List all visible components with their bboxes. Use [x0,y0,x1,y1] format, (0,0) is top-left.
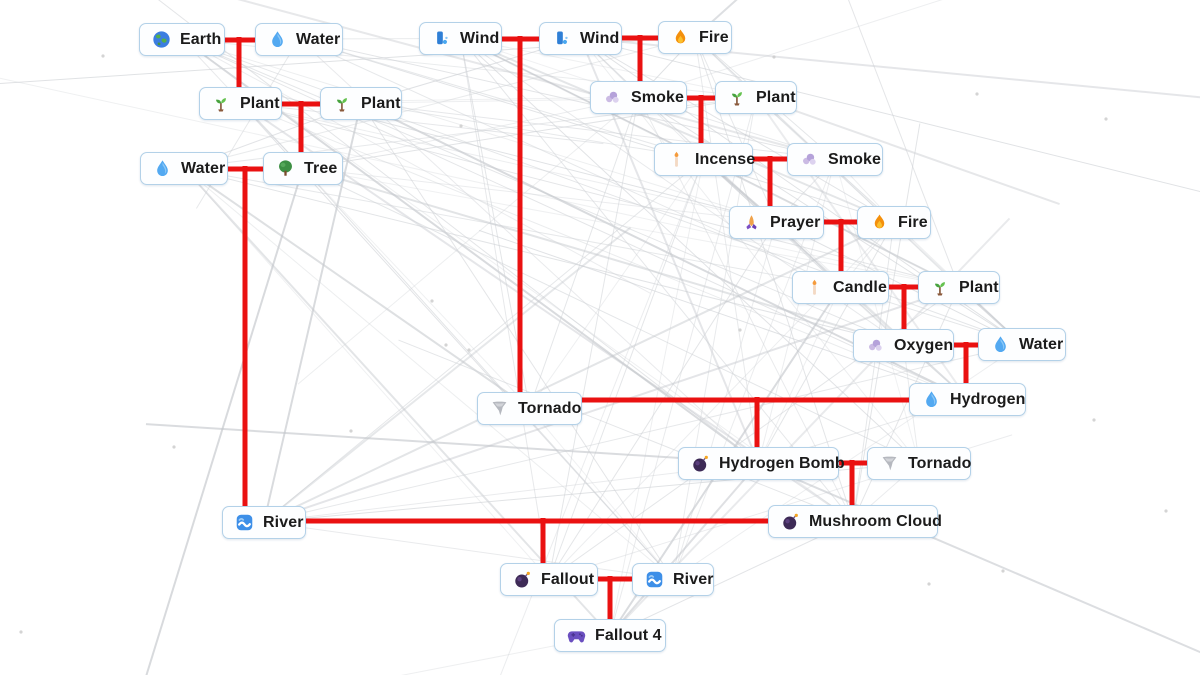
node-plant[interactable]: Plant [320,87,402,120]
candle-icon [805,278,824,297]
node-label: Wind [460,29,500,47]
node-tornado[interactable]: Tornado [867,447,971,480]
node-tree[interactable]: Tree [263,152,343,185]
node-label: Prayer [770,213,821,231]
node-fallout-4[interactable]: Fallout 4 [554,619,666,652]
node-plant[interactable]: Plant [918,271,1000,304]
node-label: Hydrogen Bomb [719,454,845,472]
node-hydrogen-bomb[interactable]: Hydrogen Bomb [678,447,845,480]
node-label: Fallout 4 [595,626,662,644]
river-icon [235,513,254,532]
water-icon [153,159,172,178]
smoke-icon [800,150,819,169]
node-label: Incense [695,150,756,168]
node-tornado[interactable]: Tornado [477,392,582,425]
bomb-icon [691,454,710,473]
node-fire[interactable]: Fire [658,21,732,54]
node-water[interactable]: Water [255,23,343,56]
bomb-icon [513,570,532,589]
plant-icon [931,278,950,297]
node-label: Smoke [631,88,684,106]
prayer-icon [742,213,761,232]
water-icon [991,335,1010,354]
gamepad-icon [567,626,586,645]
node-smoke[interactable]: Smoke [590,81,687,114]
node-hydrogen[interactable]: Hydrogen [909,383,1026,416]
node-candle[interactable]: Candle [792,271,889,304]
incense-icon [667,150,686,169]
node-wind[interactable]: Wind [539,22,622,55]
tornado-icon [490,399,509,418]
node-label: Water [181,159,226,177]
node-label: Tree [304,159,338,177]
node-river[interactable]: River [632,563,714,596]
water-icon [268,30,287,49]
node-label: Plant [959,278,999,296]
node-plant[interactable]: Plant [199,87,282,120]
node-fire[interactable]: Fire [857,206,931,239]
node-label: Fire [699,28,729,46]
node-wind[interactable]: Wind [419,22,502,55]
oxygen-icon [866,336,885,355]
tree-icon [276,159,295,178]
hydrogen-icon [922,390,941,409]
bomb-icon [781,512,800,531]
node-oxygen[interactable]: Oxygen [853,329,954,362]
tornado-icon [880,454,899,473]
smoke-icon [603,88,622,107]
node-label: Water [1019,335,1064,353]
node-label: Tornado [518,399,582,417]
node-prayer[interactable]: Prayer [729,206,824,239]
wind-icon [552,29,571,48]
node-incense[interactable]: Incense [654,143,756,176]
node-label: Plant [361,94,401,112]
node-earth[interactable]: Earth [139,23,225,56]
wind-icon [432,29,451,48]
node-water[interactable]: Water [978,328,1066,361]
node-label: Fire [898,213,928,231]
node-water[interactable]: Water [140,152,228,185]
earth-icon [152,30,171,49]
node-label: River [263,513,304,531]
node-label: Water [296,30,341,48]
node-label: Candle [833,278,887,296]
node-label: Hydrogen [950,390,1026,408]
node-river[interactable]: River [222,506,306,539]
node-label: Mushroom Cloud [809,512,942,530]
node-fallout[interactable]: Fallout [500,563,598,596]
node-smoke[interactable]: Smoke [787,143,883,176]
node-label: Tornado [908,454,972,472]
fire-icon [671,28,690,47]
node-label: River [673,570,714,588]
node-label: Plant [240,94,280,112]
craft-connection-lines [225,35,979,621]
plant-icon [728,88,747,107]
plant-icon [212,94,231,113]
node-label: Smoke [828,150,881,168]
node-mushroom-cloud[interactable]: Mushroom Cloud [768,505,942,538]
node-label: Wind [580,29,620,47]
node-label: Fallout [541,570,595,588]
node-label: Oxygen [894,336,954,354]
river-icon [645,570,664,589]
node-label: Plant [756,88,796,106]
fire-icon [870,213,889,232]
node-plant[interactable]: Plant [715,81,797,114]
plant-icon [333,94,352,113]
node-label: Earth [180,30,222,48]
